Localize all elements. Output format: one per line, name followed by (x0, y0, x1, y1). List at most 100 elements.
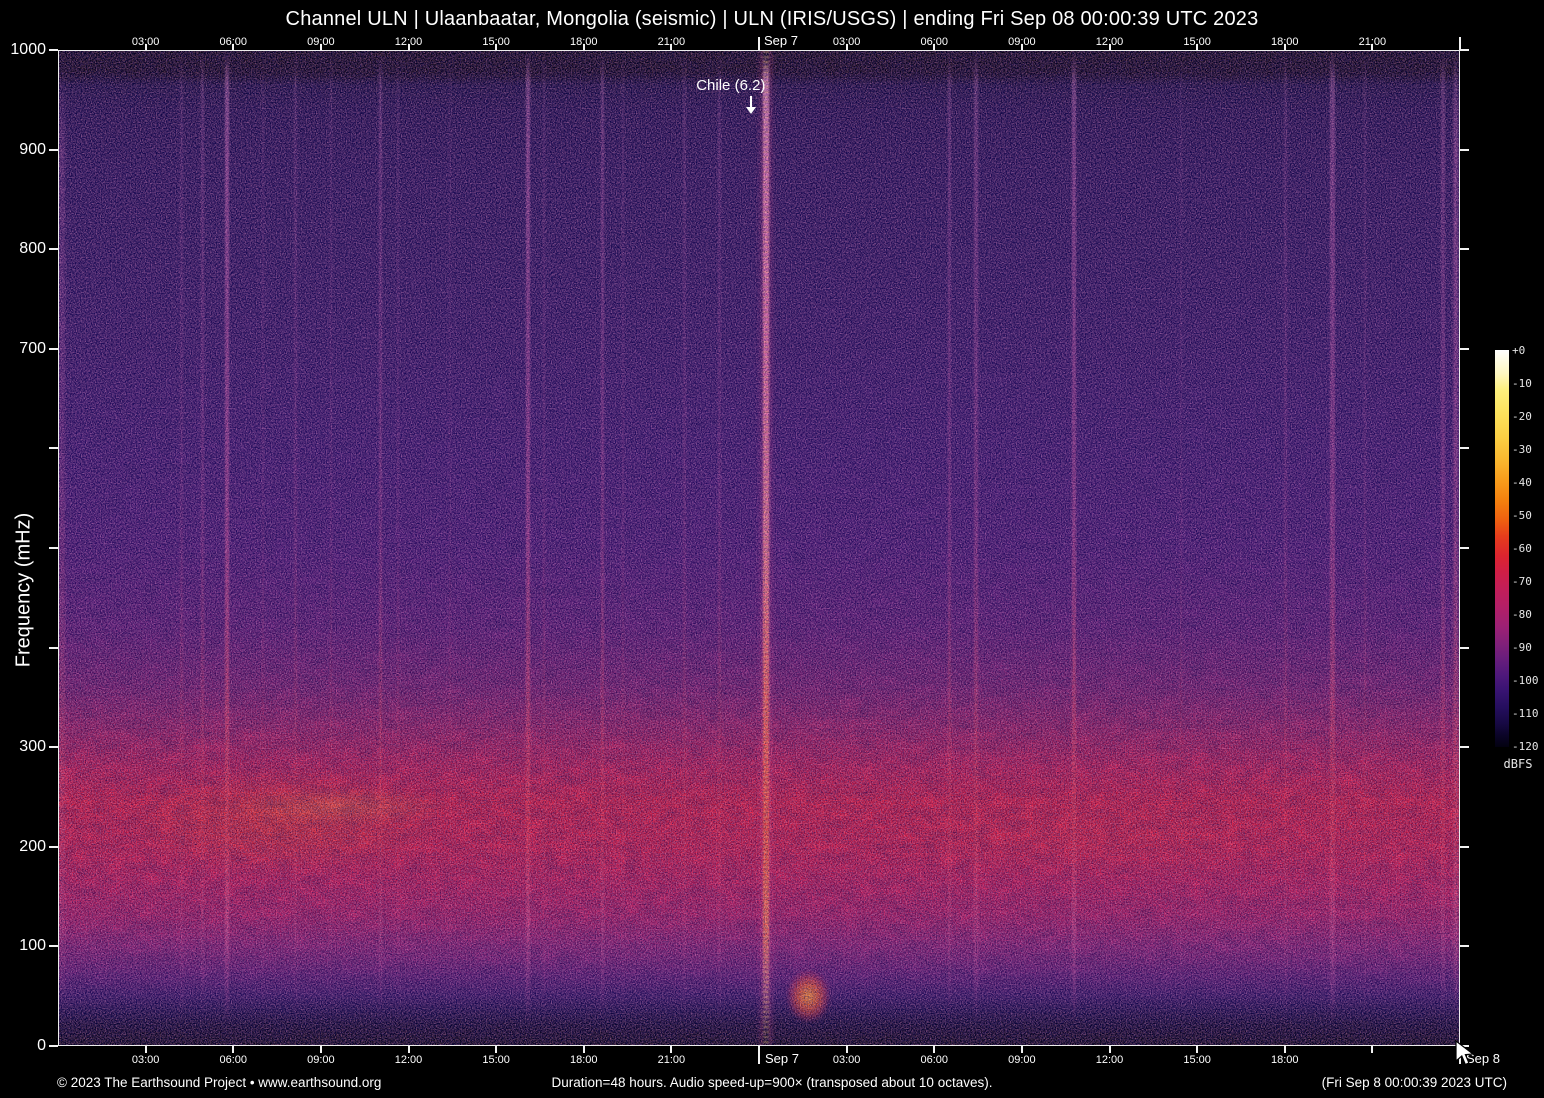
y-axis-tick-right (1460, 746, 1469, 749)
x-axis-tick-bottom (407, 1046, 410, 1053)
x-axis-tick-top (582, 44, 585, 50)
x-axis-tick-top (1371, 44, 1374, 50)
x-axis-label-bottom: 03:00 (131, 1054, 160, 1066)
y-axis-tick (49, 248, 58, 251)
y-axis-tick (49, 1045, 58, 1047)
seismic-event-streak (378, 51, 382, 1045)
seismic-event-streak (600, 51, 604, 1045)
x-axis-tick-top (407, 44, 410, 50)
x-axis-tick-bottom (232, 1046, 235, 1053)
y-axis-tick (49, 945, 58, 948)
x-axis-label-top: 21:00 (1358, 36, 1387, 48)
event-streaks-layer (59, 51, 1459, 1045)
y-axis-tick-label: 800 (19, 240, 46, 258)
x-axis-tick-top (495, 44, 498, 50)
x-axis-tick-top (933, 44, 936, 50)
y-axis-tick-right (1460, 248, 1469, 251)
seismic-event-streak (180, 51, 184, 1045)
spectrogram-plot (58, 50, 1460, 1046)
x-axis-tick-bottom (933, 1046, 936, 1053)
colorbar-tick-label: -60 (1512, 542, 1532, 555)
x-axis-tick-bottom (758, 1046, 760, 1064)
seismic-event-streak (329, 51, 332, 1045)
colorbar-tick-label: -110 (1512, 707, 1539, 720)
x-axis-tick-top (758, 37, 760, 50)
x-axis-label-top: 09:00 (1008, 36, 1036, 48)
y-axis-tick-right (1460, 646, 1469, 649)
x-axis-tick-bottom (1108, 1046, 1111, 1053)
seismic-event-streak-major (762, 51, 769, 1045)
x-axis-label-bottom: 21:00 (657, 1054, 686, 1066)
seismic-event-streak (1179, 51, 1182, 1045)
seismic-event-streak (974, 51, 979, 1045)
seismic-event-streak (200, 51, 204, 1045)
colorbar-tick-label: -100 (1512, 674, 1539, 687)
x-axis-label-top: 12:00 (1095, 36, 1124, 48)
x-axis-label-bottom: 18:00 (1270, 1054, 1299, 1066)
seismic-event-streak (1329, 51, 1335, 1045)
x-axis-label-top: 03:00 (131, 36, 160, 48)
y-axis-tick (49, 148, 58, 151)
x-axis-label-bottom: 15:00 (1183, 1054, 1211, 1066)
x-axis-tick-top (319, 44, 322, 50)
colorbar-gradient (1495, 350, 1509, 747)
x-axis-tick-bottom (319, 1046, 322, 1053)
annotation-arrow-icon (745, 96, 756, 114)
colorbar-tick-label: -120 (1512, 740, 1539, 753)
colorbar-tick-label: -90 (1512, 641, 1532, 654)
x-axis-label-top: 12:00 (394, 36, 423, 48)
x-axis-label-top: 21:00 (657, 36, 686, 48)
footer-timestamp: (Fri Sep 8 00:00:39 2023 UTC) (1321, 1075, 1507, 1090)
y-axis-tick (49, 547, 58, 549)
seismic-event-streak (449, 51, 452, 1045)
colorbar-tick-label: -40 (1512, 476, 1532, 489)
x-axis-tick-top (1459, 37, 1461, 50)
y-axis-tick-label: 100 (19, 937, 46, 955)
surface-wave-arrival-blob (786, 969, 836, 1030)
y-axis-title: Frequency (mHz) (12, 512, 35, 668)
y-axis-tick-label: 1000 (10, 41, 46, 58)
x-axis-tick-top (1283, 44, 1286, 50)
y-axis-tick-label: 0 (37, 1037, 46, 1054)
x-axis-label-bottom: 15:00 (482, 1054, 510, 1066)
y-axis-tick-label: 900 (19, 140, 46, 158)
seismic-event-streak (717, 51, 721, 1045)
x-axis-label-top: 06:00 (920, 36, 949, 48)
x-axis-label-top: 15:00 (1183, 36, 1211, 48)
footer-copyright: © 2023 The Earthsound Project • www.eart… (57, 1075, 382, 1090)
x-axis-label-bottom: 06:00 (920, 1054, 949, 1066)
x-axis-label-bottom: 06:00 (219, 1054, 248, 1066)
seismic-event-streak (1453, 51, 1457, 1045)
x-axis-tick-top (1108, 44, 1111, 50)
colorbar-tick-label: -80 (1512, 608, 1532, 621)
x-axis-label-bottom: 12:00 (394, 1054, 423, 1066)
x-axis-tick-bottom (845, 1046, 848, 1053)
x-axis-tick-top (232, 44, 235, 50)
x-axis-label-top: 18:00 (1270, 36, 1299, 48)
colorbar-tick-label: -50 (1512, 509, 1532, 522)
y-axis-tick (49, 49, 58, 51)
x-axis-label-top: Sep 7 (764, 33, 798, 48)
y-axis-tick (49, 646, 58, 649)
y-axis-tick-right (1460, 845, 1469, 848)
x-axis-tick-bottom (1020, 1046, 1023, 1053)
x-axis-tick-top (144, 44, 147, 50)
x-axis-label-top: 18:00 (569, 36, 598, 48)
seismic-event-streak (948, 51, 952, 1045)
y-axis-tick-right (1460, 945, 1469, 948)
x-axis-label-bottom: 09:00 (307, 1054, 335, 1066)
x-axis-label-top: 06:00 (219, 36, 248, 48)
colorbar-tick-label: -30 (1512, 443, 1532, 456)
x-axis-tick-bottom (495, 1046, 498, 1053)
x-axis-tick-top (670, 44, 673, 50)
event-annotation-label: Chile (6.2) (696, 77, 766, 94)
seismic-event-streak (396, 51, 399, 1045)
y-axis-tick-label: 300 (19, 738, 46, 756)
x-axis-label-bottom: 18:00 (569, 1054, 598, 1066)
seismic-event-streak (1284, 51, 1288, 1045)
y-axis-tick (49, 447, 58, 450)
x-axis-tick-top (845, 44, 848, 50)
y-axis-tick-right (1460, 347, 1469, 350)
x-axis-label-bottom: 09:00 (1008, 1054, 1036, 1066)
